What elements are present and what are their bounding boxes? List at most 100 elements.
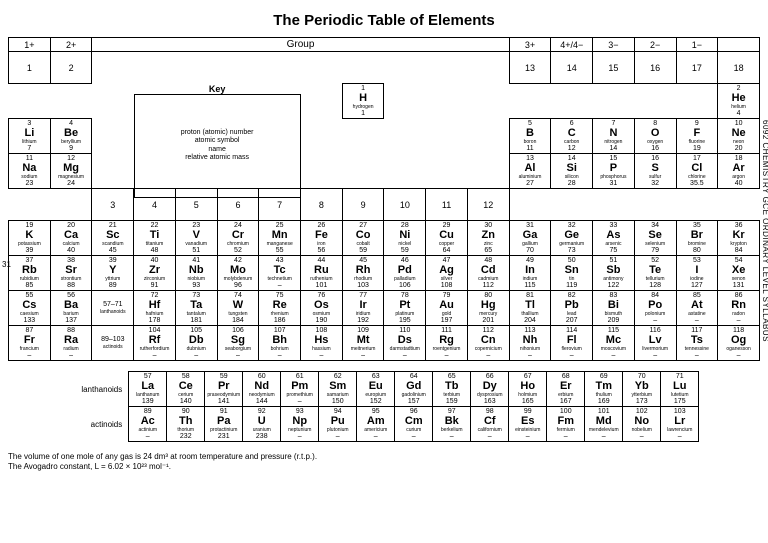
element-cell: 90 Th thorium 232	[167, 407, 205, 442]
element-cell: 2 He helium 4	[718, 84, 760, 119]
element-cell: 35 Br bromine 80	[676, 221, 718, 256]
element-cell: 9 F fluorine 19	[676, 119, 718, 154]
element-cell: 75 Re rhenium 186	[259, 291, 301, 326]
element-cell: 57–71 lanthanoids	[92, 291, 134, 326]
element-cell: 29 Cu copper 64	[426, 221, 468, 256]
element-cell: 26 Fe iron 56	[301, 221, 343, 256]
element-cell: 20 Ca calcium 40	[50, 221, 92, 256]
element-cell: 89 Ac actinium –	[129, 407, 167, 442]
group-number: 14	[551, 52, 593, 84]
element-cell: 3 Li lithium 7	[9, 119, 51, 154]
element-cell: 104 Rf rutherfordium –	[134, 326, 176, 361]
element-cell: 115 Mc moscovium –	[593, 326, 635, 361]
element-cell: 43 Tc technetium –	[259, 256, 301, 291]
element-cell: 107 Bh bohrium –	[259, 326, 301, 361]
element-cell: 5 B boron 11	[509, 119, 551, 154]
element-cell: 73 Ta tantalum 181	[175, 291, 217, 326]
element-cell: 46 Pd palladium 106	[384, 256, 426, 291]
element-cell: 63 Eu europium 152	[357, 372, 395, 407]
element-cell: 117 Ts tennessine –	[676, 326, 718, 361]
element-cell: 58 Ce cerium 140	[167, 372, 205, 407]
element-cell: 83 Bi bismuth 209	[593, 291, 635, 326]
element-cell: 68 Er erbium 167	[547, 372, 585, 407]
footer-line-1: The volume of one mole of any gas is 24 …	[8, 452, 760, 462]
element-cell: 91 Pa protactinium 231	[205, 407, 243, 442]
element-cell: 102 No nobelium –	[623, 407, 661, 442]
element-cell: 95 Am americium –	[357, 407, 395, 442]
element-cell: 116 Lv livermorium –	[634, 326, 676, 361]
group-number: 5	[175, 189, 217, 221]
element-cell: 65 Tb terbium 159	[433, 372, 471, 407]
element-cell: 22 Ti titanium 48	[134, 221, 176, 256]
element-cell: 17 Cl chlorine 35.5	[676, 154, 718, 189]
group-number: 16	[634, 52, 676, 84]
element-cell: 11 Na sodium 23	[9, 154, 51, 189]
group-number: 15	[593, 52, 635, 84]
element-cell: 24 Cr chromium 52	[217, 221, 259, 256]
group-number: 12	[467, 189, 509, 221]
element-cell: 77 Ir iridium 192	[342, 291, 384, 326]
element-cell: 76 Os osmium 190	[301, 291, 343, 326]
element-cell: 61 Pm promethium –	[281, 372, 319, 407]
element-cell: 40 Zr zirconium 91	[134, 256, 176, 291]
group-number: 6	[217, 189, 259, 221]
element-cell: 21 Sc scandium 45	[92, 221, 134, 256]
element-cell: 113 Nh nihonium –	[509, 326, 551, 361]
element-cell: 19 K potassium 39	[9, 221, 51, 256]
group-number: 1	[9, 52, 51, 84]
element-cell: 50 Sn tin 119	[551, 256, 593, 291]
element-cell: 55 Cs caesium 133	[9, 291, 51, 326]
element-cell: 106 Sg seaborgium –	[217, 326, 259, 361]
element-cell: 27 Co cobalt 59	[342, 221, 384, 256]
element-cell: 23 V vanadium 51	[175, 221, 217, 256]
element-cell: 8 O oxygen 16	[634, 119, 676, 154]
element-cell: 28 Ni nickel 59	[384, 221, 426, 256]
group-number: 2	[50, 52, 92, 84]
element-cell: 54 Xe xenon 131	[718, 256, 760, 291]
element-cell: 42 Mo molybdenum 96	[217, 256, 259, 291]
element-cell: 15 P phosphorus 31	[593, 154, 635, 189]
element-cell: 60 Nd neodymium 144	[243, 372, 281, 407]
element-cell: 39 Y yttrium 89	[92, 256, 134, 291]
element-cell: 45 Rh rhodium 103	[342, 256, 384, 291]
element-cell: 62 Sm samarium 150	[319, 372, 357, 407]
element-cell: 38 Sr strontium 88	[50, 256, 92, 291]
group-number: 10	[384, 189, 426, 221]
group-number: 11	[426, 189, 468, 221]
syllabus-label: 6092 CHEMISTRY GCE ORDINARY LEVEL SYLLAB…	[761, 120, 768, 342]
group-number: 7	[259, 189, 301, 221]
element-cell: 96 Cm curium –	[395, 407, 433, 442]
element-cell: 56 Ba barium 137	[50, 291, 92, 326]
element-cell: 82 Pb lead 207	[551, 291, 593, 326]
key-box: proton (atomic) numberatomic symbolnamer…	[134, 94, 301, 199]
element-cell: 99 Es einsteinium –	[509, 407, 547, 442]
element-cell: 101 Md mendelevium –	[585, 407, 623, 442]
element-cell: 98 Cf californium –	[471, 407, 509, 442]
element-cell: 10 Ne neon 20	[718, 119, 760, 154]
element-cell: 6 C carbon 12	[551, 119, 593, 154]
element-cell: 1 H hydrogen 1	[342, 84, 384, 119]
element-cell: 34 Se selenium 79	[634, 221, 676, 256]
element-cell: 66 Dy dysprosium 163	[471, 372, 509, 407]
element-cell: 52 Te tellurium 128	[634, 256, 676, 291]
element-cell: 74 W tungsten 184	[217, 291, 259, 326]
element-cell: 100 Fm fermium –	[547, 407, 585, 442]
element-cell: 18 Ar argon 40	[718, 154, 760, 189]
element-cell: 44 Ru ruthenium 101	[301, 256, 343, 291]
element-cell: 25 Mn manganese 55	[259, 221, 301, 256]
element-cell: 53 I iodine 127	[676, 256, 718, 291]
element-cell: 72 Hf hafnium 178	[134, 291, 176, 326]
element-cell: 16 S sulfur 32	[634, 154, 676, 189]
element-cell: 57 La lanthanum 139	[129, 372, 167, 407]
element-cell: 64 Gd gadolinium 157	[395, 372, 433, 407]
element-cell: 79 Au gold 197	[426, 291, 468, 326]
element-cell: 110 Ds darmstadtium –	[384, 326, 426, 361]
periodic-table: 1+2+Group3+4+/4−3−2−1−12131415161718 Key…	[8, 37, 760, 361]
element-cell: 51 Sb antimony 122	[593, 256, 635, 291]
series-table: lanthanoids 57 La lanthanum 139 58 Ce ce…	[69, 371, 700, 442]
element-cell: 94 Pu plutonium –	[319, 407, 357, 442]
group-number: 17	[676, 52, 718, 84]
element-cell: 93 Np neptunium –	[281, 407, 319, 442]
element-cell: 71 Lu lutetium 175	[661, 372, 699, 407]
element-cell: 41 Nb niobium 93	[175, 256, 217, 291]
